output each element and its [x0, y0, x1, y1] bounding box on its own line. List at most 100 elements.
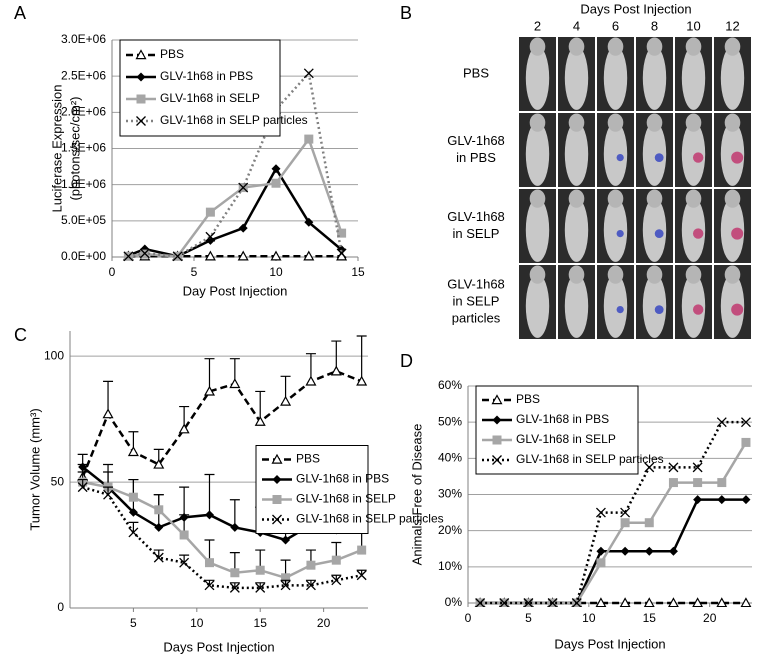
marker: [356, 570, 367, 581]
mouse-head: [529, 189, 546, 208]
marker: [280, 395, 292, 406]
x-tick-label: 15: [643, 611, 657, 625]
error-bar: [204, 473, 215, 515]
mouse-image: [525, 198, 550, 262]
column-label: 6: [612, 18, 619, 33]
y-tick-label: 40%: [438, 451, 462, 465]
marker: [203, 385, 216, 396]
marker: [230, 522, 240, 532]
y-axis-label: (photons/sec/cm²): [67, 96, 82, 200]
marker: [596, 558, 606, 568]
marker: [303, 68, 314, 79]
marker: [619, 597, 631, 607]
marker: [128, 527, 139, 538]
marker: [692, 597, 704, 607]
marker: [306, 560, 316, 570]
marker: [179, 530, 189, 540]
x-tick-label: 10: [582, 611, 596, 625]
mouse-head: [607, 37, 624, 56]
marker: [620, 518, 630, 528]
marker: [103, 489, 114, 500]
mouse-image: [603, 122, 628, 186]
mouse-head: [529, 265, 546, 284]
marker: [271, 164, 281, 174]
row-label: GLV-1h68: [447, 209, 505, 224]
signal-spot: [654, 153, 664, 163]
x-tick-label: 5: [130, 616, 137, 630]
marker: [154, 505, 164, 515]
mouse-head: [685, 189, 702, 208]
column-label: 4: [573, 18, 580, 33]
mouse-head: [685, 113, 702, 132]
legend-marker: [136, 94, 146, 104]
marker: [643, 597, 655, 607]
legend-label: GLV-1h68 in SELP: [296, 492, 396, 506]
marker: [204, 250, 216, 261]
mouse-head: [607, 265, 624, 284]
legend-label: PBS: [296, 452, 320, 466]
marker: [336, 248, 347, 259]
mouse-image: [642, 198, 667, 262]
marker: [668, 478, 678, 488]
y-tick-label: 50: [51, 474, 65, 488]
x-tick-label: 10: [190, 616, 204, 630]
y-tick-label: 100: [44, 348, 64, 362]
mouse-head: [724, 113, 741, 132]
y-axis-label: Tumor Volume (mm³): [27, 408, 42, 530]
x-tick-label: 15: [351, 265, 365, 279]
mouse-image: [564, 198, 589, 262]
marker: [305, 580, 316, 591]
mouse-head: [568, 37, 585, 56]
mouse-head: [685, 37, 702, 56]
mouse-image: [525, 122, 550, 186]
legend-label: GLV-1h68 in SELP particles: [296, 512, 444, 526]
legend-label: PBS: [160, 47, 184, 61]
mouse-image: [603, 274, 628, 338]
signal-spot: [654, 305, 664, 314]
x-tick-label: 10: [269, 265, 283, 279]
marker: [304, 134, 314, 144]
y-tick-label: 30%: [438, 487, 462, 501]
marker: [741, 437, 751, 447]
marker: [237, 250, 249, 261]
legend-label: GLV-1h68 in SELP: [516, 432, 616, 446]
mouse-image: [564, 274, 589, 338]
signal-spot: [654, 229, 664, 239]
x-axis-label: Day Post Injection: [183, 283, 288, 298]
legend-label: GLV-1h68 in SELP particles: [160, 113, 308, 127]
marker: [693, 478, 703, 488]
marker: [337, 228, 347, 238]
marker: [717, 495, 727, 505]
row-label: in SELP: [453, 293, 500, 308]
series-line: [128, 136, 343, 258]
marker: [238, 182, 249, 193]
series-line: [127, 166, 343, 258]
marker: [716, 597, 728, 607]
mouse-head: [646, 37, 663, 56]
signal-spot: [616, 230, 624, 238]
mouse-head: [529, 113, 546, 132]
marker: [356, 375, 368, 386]
marker: [644, 546, 654, 556]
marker: [255, 582, 266, 593]
legend-marker: [272, 475, 282, 484]
marker: [123, 251, 134, 262]
error-bar: [179, 554, 190, 563]
mouse-head: [568, 265, 585, 284]
legend-label: GLV-1h68 in SELP: [160, 91, 260, 105]
y-axis-label: Animals Free of Disease: [409, 424, 424, 566]
row-label: in SELP: [453, 226, 500, 241]
x-tick-label: 5: [191, 265, 198, 279]
marker: [271, 178, 281, 188]
mouse-image: [525, 46, 550, 110]
marker: [78, 462, 88, 472]
marker: [128, 492, 138, 502]
marker: [693, 495, 703, 505]
marker: [620, 546, 630, 556]
mouse-image: [564, 122, 589, 186]
image-panel-title: Days Post Injection: [580, 1, 691, 16]
y-tick-label: 3.0E+06: [61, 32, 106, 46]
y-tick-label: 5.0E+05: [61, 213, 106, 227]
marker: [595, 597, 607, 607]
